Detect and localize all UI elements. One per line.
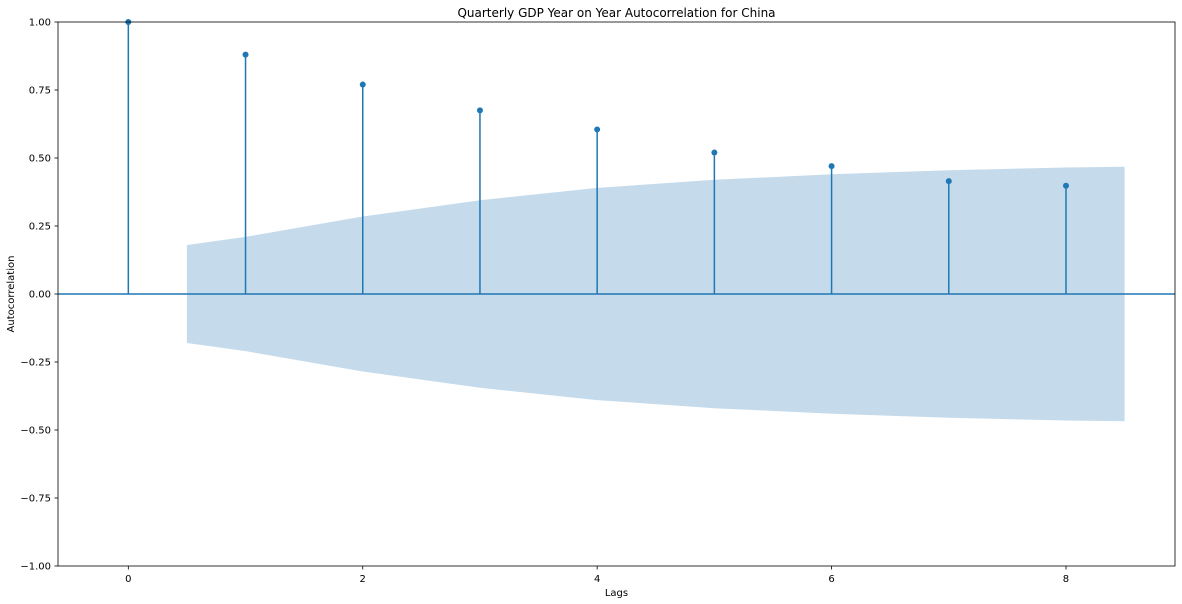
x-tick-label: 4 xyxy=(594,574,600,585)
acf-point xyxy=(828,163,835,170)
acf-point xyxy=(594,126,601,133)
y-tick-label: 0.25 xyxy=(29,222,51,233)
y-tick-label: 0.75 xyxy=(29,86,51,97)
y-tick-label: 0.00 xyxy=(29,290,51,301)
x-axis-title: Lags xyxy=(605,588,628,599)
x-tick-label: 6 xyxy=(828,574,834,585)
x-tick-label: 0 xyxy=(125,574,131,585)
x-axis-ticks: 0 2 4 6 8 xyxy=(125,566,1069,585)
y-tick-label: 1.00 xyxy=(29,18,51,29)
y-tick-label: −0.50 xyxy=(20,426,51,437)
y-tick-label: −0.75 xyxy=(20,494,51,505)
y-axis-title: Autocorrelation xyxy=(6,256,17,333)
acf-point xyxy=(945,178,952,185)
acf-point xyxy=(242,51,249,58)
y-tick-label: −1.00 xyxy=(20,562,51,573)
y-tick-label: −0.25 xyxy=(20,358,51,369)
x-tick-label: 2 xyxy=(360,574,366,585)
y-axis-ticks: −1.00 −0.75 −0.50 −0.25 0.00 0.25 0.50 0.75 1.00 xyxy=(20,18,58,573)
x-tick-label: 8 xyxy=(1063,574,1069,585)
acf-point xyxy=(1062,182,1069,189)
stems-layer xyxy=(125,19,1069,294)
acf-point xyxy=(476,107,483,114)
chart-title: Quarterly GDP Year on Year Autocorrelati… xyxy=(457,6,775,20)
y-tick-label: 0.50 xyxy=(29,154,51,165)
acf-point xyxy=(711,149,718,156)
acf-point xyxy=(359,81,366,88)
